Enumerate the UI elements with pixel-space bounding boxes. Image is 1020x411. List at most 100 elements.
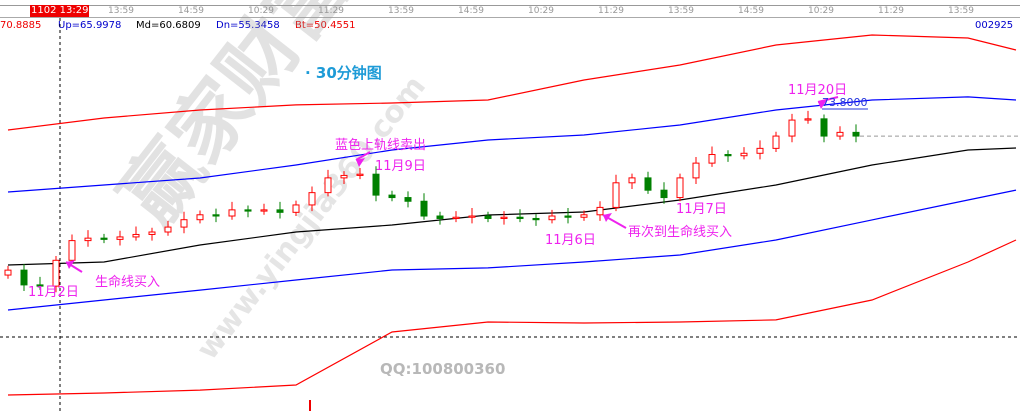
arrow-line xyxy=(355,151,371,161)
candle-body xyxy=(772,135,780,149)
candle-body xyxy=(324,177,332,194)
candle-body xyxy=(468,215,476,218)
candle-body xyxy=(484,215,492,219)
candle-body xyxy=(788,119,796,137)
price-label: 73.8000 xyxy=(822,96,868,109)
time-tick: 13:59 xyxy=(948,6,974,16)
cursor-time-label: 1102 13:29 xyxy=(30,5,90,17)
indicator-up: Up=65.9978 xyxy=(58,20,122,31)
candle-body xyxy=(692,162,700,179)
time-tick: 10:29 xyxy=(528,6,554,16)
watermark-qq: QQ:100800360 xyxy=(380,360,506,378)
candle-body xyxy=(836,131,844,137)
candle-body xyxy=(276,209,284,213)
indicator-md: Md=60.6809 xyxy=(136,20,201,31)
time-tick: 10:29 xyxy=(248,6,274,16)
time-tick: 10:29 xyxy=(808,6,834,16)
arrow-icon xyxy=(66,260,75,269)
candle-body xyxy=(116,236,124,240)
time-tick: 13:59 xyxy=(668,6,694,16)
arrow-icon xyxy=(818,100,827,109)
candle-body xyxy=(84,237,92,242)
time-tick: 14:59 xyxy=(458,6,484,16)
candle-body xyxy=(132,233,140,238)
candle-body xyxy=(372,173,380,196)
candle-body xyxy=(660,189,668,199)
indicator-bar: 70.8885 Up=65.9978 Md=60.6809 Dn=55.3458… xyxy=(0,19,1020,33)
candle-body xyxy=(244,209,252,212)
arrow-icon xyxy=(603,213,612,222)
stock-code: 002925 xyxy=(975,20,1014,31)
candle-body xyxy=(36,284,44,287)
candle-body xyxy=(196,214,204,221)
candle-body xyxy=(452,216,460,219)
arrow-icon xyxy=(356,158,365,167)
candle-body xyxy=(500,216,508,219)
band-lower-inner xyxy=(7,189,1017,311)
time-tick: 11:29 xyxy=(318,6,344,16)
candle-body xyxy=(676,177,684,199)
candle-body xyxy=(356,173,364,176)
indicator-bt: Bt=50.4551 xyxy=(295,20,356,31)
candle-body xyxy=(228,209,236,217)
candle-body xyxy=(388,194,396,199)
annotation-date-nov9: 11月9日 xyxy=(375,159,426,174)
band-upper-inner xyxy=(7,96,1017,193)
candle-body xyxy=(436,215,444,219)
time-tick: 14:59 xyxy=(178,6,204,16)
candle-body xyxy=(596,206,604,216)
candle-body xyxy=(852,131,860,137)
arrow-line xyxy=(817,96,839,103)
annotation-buy-again: 再次到生命线买入 xyxy=(628,225,733,240)
time-tick: 14:59 xyxy=(738,6,764,16)
band-middle xyxy=(7,147,1017,266)
annotation-date-nov2: 11月2日 xyxy=(28,285,79,300)
candle-body xyxy=(644,177,652,191)
time-tick: 13:59 xyxy=(108,6,134,16)
candle-body xyxy=(740,152,748,157)
candle-body xyxy=(68,240,76,261)
annotation-buy-lifeline: 生命线买入 xyxy=(95,275,161,290)
candle-body xyxy=(820,118,828,137)
candle-body xyxy=(212,214,220,217)
candle-body xyxy=(4,269,12,276)
time-tick: 11:29 xyxy=(598,6,624,16)
annotation-date-nov20: 11月20日 xyxy=(788,83,848,98)
candle-body xyxy=(292,204,300,213)
candle-body xyxy=(612,182,620,208)
chart-title: · 30分钟图 xyxy=(305,64,382,82)
candle-body xyxy=(20,269,28,286)
candle-body xyxy=(724,154,732,157)
candle-body xyxy=(308,192,316,206)
candle-body xyxy=(708,154,716,164)
candle-body xyxy=(52,259,60,287)
candle-body xyxy=(404,197,412,202)
annotation-sell-upper: 蓝色上轨线卖出 xyxy=(335,138,427,153)
scrollbar[interactable] xyxy=(0,0,1020,6)
candle-body xyxy=(420,200,428,217)
candle-body xyxy=(516,216,524,219)
band-lower-outer xyxy=(7,239,1017,396)
time-tick: 13:59 xyxy=(388,6,414,16)
candle-body xyxy=(564,215,572,218)
band-upper-outer xyxy=(7,34,1017,131)
indicator-top: 70.8885 xyxy=(0,20,42,31)
candle-body xyxy=(180,219,188,228)
candle-body xyxy=(532,217,540,221)
candle-body xyxy=(260,209,268,212)
candle-body xyxy=(628,177,636,184)
candle-body xyxy=(340,174,348,179)
candle-body xyxy=(100,237,108,240)
time-axis: 13:59 14:59 10:29 11:29 13:59 14:59 10:29 11:29… xyxy=(0,5,1020,18)
candle-body xyxy=(804,118,812,121)
annotation-date-nov6: 11月6日 xyxy=(545,233,596,248)
candle-body xyxy=(148,231,156,235)
indicator-dn: Dn=55.3458 xyxy=(216,20,280,31)
candle-body xyxy=(756,147,764,154)
annotation-date-nov7: 11月7日 xyxy=(676,202,727,217)
candle-body xyxy=(164,226,172,233)
candle-body xyxy=(580,214,588,218)
candle-body xyxy=(548,215,556,221)
time-tick: 11:29 xyxy=(878,6,904,16)
